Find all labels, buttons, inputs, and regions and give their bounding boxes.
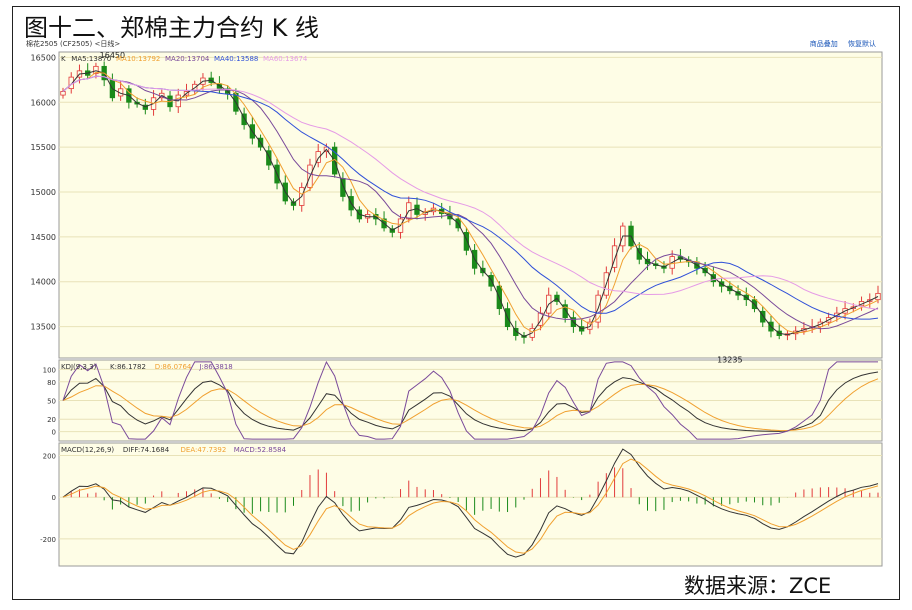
price-legend-2: MA10:13792 [116, 55, 160, 63]
kdj-tick-label: 100 [43, 366, 56, 374]
ma5-line [62, 70, 879, 338]
chart-panel: 棉花2505 (CF2505) <日线> 商品叠加 恢复默认 16500 1600… [24, 38, 884, 568]
macd-tick-label: 200 [43, 453, 56, 461]
macd-legend-1: DIFF:74.1684 [123, 446, 170, 454]
price-tick-label: 16000 [31, 98, 56, 107]
kdj-tick-label: 0 [52, 429, 56, 437]
candle-body [710, 274, 717, 283]
macd-legend-3: MACD:52.8584 [234, 446, 287, 454]
kdj-tick-label: 80 [47, 379, 56, 387]
kdj-j-line [62, 360, 878, 440]
candle-body [488, 275, 494, 287]
macd-legend-2: DEA:47.7392 [181, 446, 227, 454]
price-tick-label: 16500 [31, 53, 56, 62]
kdj-legend-3: J:86.3818 [198, 363, 232, 371]
kdj-d-line [62, 378, 879, 432]
price-annotation: 16450 [100, 51, 125, 60]
chart-header-buttons: 商品叠加 恢复默认 [802, 39, 876, 49]
macd-tick-label: 0 [52, 494, 56, 502]
candle-body [266, 150, 272, 166]
candle-body [513, 327, 519, 336]
price-tick-label: 15000 [31, 188, 56, 197]
panel-background-3 [58, 442, 883, 567]
price-tick-label: 14500 [31, 233, 56, 242]
candle-body [463, 231, 470, 251]
price-legend-1: MA5:13870 [71, 55, 111, 63]
kline-chart: 16500 16000 15500 15000 14500 14000 13500 16450… [31, 51, 883, 567]
figure-source: 数据来源：ZCE [684, 574, 832, 598]
panel-background-1 [58, 51, 883, 359]
candle-body [142, 104, 148, 110]
kdj-tick-label: 20 [47, 416, 56, 424]
ma40-line [62, 75, 879, 320]
figure-title: 图十二、郑棉主力合约 K 线 [24, 14, 319, 42]
price-legend-0: K [61, 55, 66, 63]
price-legend-5: MA60:13674 [263, 55, 308, 63]
overlay-button[interactable]: 商品叠加 [809, 40, 838, 48]
candle-body [241, 113, 247, 126]
candle-body [562, 304, 568, 319]
price-annotation: 13235 [717, 355, 742, 364]
candle-body [611, 245, 618, 268]
price-legend-4: MA40:13588 [214, 55, 258, 63]
kdj-tick-label: 50 [47, 398, 56, 406]
restore-default-button[interactable]: 恢复默认 [848, 40, 876, 48]
ma20-line [62, 75, 879, 330]
ma60-line [62, 75, 879, 310]
kdj-k-line [62, 371, 879, 432]
candle-body [636, 248, 642, 260]
candle-body [60, 91, 66, 96]
macd-legend-0: MACD(12,26,9) [61, 446, 114, 454]
macd-tick-label: -200 [40, 536, 56, 544]
kdj-legend-2: D:86.0764 [155, 363, 192, 371]
macd-diff-line [62, 448, 879, 558]
kdj-legend-0: KDJ(9,3,3) [61, 363, 97, 371]
candle-body [315, 151, 321, 163]
price-legend-3: MA20:13704 [165, 55, 210, 63]
contract-code: 棉花2505 (CF2505) <日线> [26, 40, 121, 48]
macd-dea-line [62, 458, 879, 554]
price-tick-label: 13500 [31, 323, 56, 332]
figure-frame [12, 6, 900, 600]
price-tick-label: 14000 [31, 278, 56, 287]
kdj-legend-1: K:86.1782 [110, 363, 146, 371]
chart-header: 棉花2505 (CF2505) <日线> 商品叠加 恢复默认 [24, 38, 884, 50]
candle-body [93, 65, 99, 74]
candle-body [760, 310, 766, 323]
price-tick-label: 15500 [31, 143, 56, 152]
